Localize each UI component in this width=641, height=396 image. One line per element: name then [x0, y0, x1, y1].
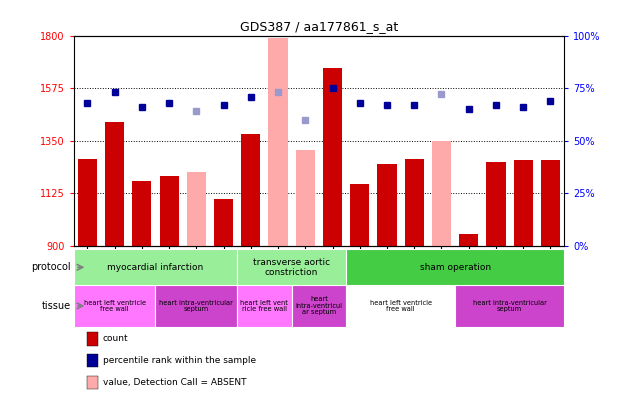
Bar — [296, 150, 315, 246]
Text: heart
intra-ventricul
ar septum: heart intra-ventricul ar septum — [296, 297, 342, 315]
Bar — [513, 160, 533, 246]
Text: heart left ventricle
free wall: heart left ventricle free wall — [370, 300, 431, 312]
Text: heart left vent
ricle free wall: heart left vent ricle free wall — [240, 300, 288, 312]
Bar — [432, 141, 451, 246]
Text: count: count — [103, 334, 128, 343]
Text: transverse aortic
constriction: transverse aortic constriction — [253, 258, 330, 277]
Text: tissue: tissue — [42, 301, 71, 311]
Bar — [160, 175, 179, 246]
Bar — [237, 285, 292, 327]
Bar — [187, 172, 206, 246]
Bar — [346, 249, 564, 285]
Text: sham operation: sham operation — [420, 263, 490, 272]
Bar — [487, 162, 506, 246]
Text: heart left ventricle
free wall: heart left ventricle free wall — [83, 300, 146, 312]
Text: value, Detection Call = ABSENT: value, Detection Call = ABSENT — [103, 378, 246, 386]
Bar — [155, 285, 237, 327]
Bar — [455, 285, 564, 327]
Text: protocol: protocol — [31, 262, 71, 272]
Bar — [346, 285, 455, 327]
Bar — [241, 133, 260, 246]
Bar — [269, 38, 288, 246]
Text: heart intra-ventricular
septum: heart intra-ventricular septum — [160, 300, 233, 312]
Bar — [459, 234, 478, 246]
Bar — [105, 122, 124, 246]
Bar — [292, 285, 346, 327]
Bar — [74, 249, 237, 285]
Bar — [378, 164, 397, 246]
Bar — [541, 160, 560, 246]
Bar — [237, 249, 346, 285]
Bar — [132, 181, 151, 246]
Text: heart intra-ventricular
septum: heart intra-ventricular septum — [472, 300, 547, 312]
Bar — [214, 199, 233, 246]
Bar — [404, 159, 424, 246]
Text: percentile rank within the sample: percentile rank within the sample — [103, 356, 256, 365]
Bar — [323, 68, 342, 246]
Bar — [74, 285, 155, 327]
Bar — [78, 159, 97, 246]
Title: GDS387 / aa177861_s_at: GDS387 / aa177861_s_at — [240, 20, 398, 33]
Bar — [350, 184, 369, 246]
Text: myocardial infarction: myocardial infarction — [107, 263, 204, 272]
